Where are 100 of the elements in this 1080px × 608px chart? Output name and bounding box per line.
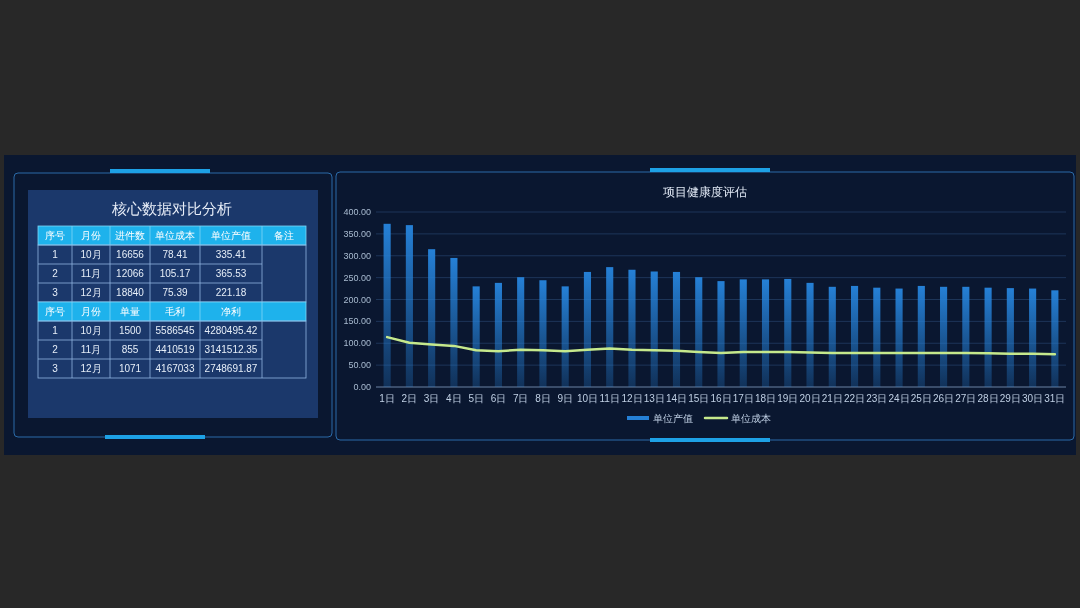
x-tick-label: 2日 (401, 393, 418, 404)
text: 11月 (80, 268, 102, 279)
category-label: 毛利 (165, 306, 185, 317)
bar (517, 277, 525, 387)
x-tick-label: 18日 (754, 393, 777, 404)
x-tick-label: 26日 (933, 393, 955, 404)
x-tick-label: 27日 (955, 393, 977, 404)
bar (828, 286, 836, 387)
x-tick-label: 6日 (490, 393, 507, 404)
bar (1006, 288, 1014, 387)
bar (494, 282, 502, 387)
text: 75.39 (162, 287, 188, 298)
x-tick-label: 4日 (446, 393, 462, 404)
text: 12月 (80, 363, 102, 374)
bar (717, 281, 725, 387)
bar (784, 278, 792, 387)
bar (383, 223, 391, 387)
x-tick-label: 17日 (732, 393, 754, 404)
text: 78.41 (162, 249, 188, 260)
text: 1071 (118, 363, 142, 374)
y-tick-label: 350.00 (343, 228, 371, 239)
bar (962, 286, 970, 387)
text: 1 (52, 325, 58, 336)
bar (806, 282, 814, 387)
x-tick-label: 8日 (535, 393, 551, 404)
bar (583, 271, 592, 387)
text: 2748691.87 (204, 363, 258, 374)
x-tick-label: 1日 (379, 393, 395, 404)
text: 2 (52, 268, 58, 279)
y-tick-label: 300.00 (343, 250, 371, 261)
x-tick-label: 21日 (821, 393, 843, 404)
bar (1051, 290, 1059, 387)
text: 10月 (80, 249, 102, 260)
bar (917, 285, 925, 387)
text: 11月 (80, 344, 102, 355)
bar (672, 271, 681, 387)
line-series (385, 335, 1057, 356)
y-tick-label: 50.00 (348, 360, 371, 371)
y-tick-label: 100.00 (343, 338, 371, 349)
category-label: 单位产值 (211, 230, 251, 241)
y-tick-label: 200.00 (343, 294, 371, 305)
bar (405, 225, 413, 387)
x-tick-label: 28日 (977, 393, 999, 404)
text: 1500 (118, 325, 142, 336)
bar (428, 249, 436, 387)
text: 221.18 (215, 287, 247, 298)
text: 1 (52, 249, 58, 260)
y-tick-label: 250.00 (343, 272, 371, 283)
x-tick-label: 13日 (643, 393, 665, 404)
category-label: 月份 (81, 306, 101, 317)
category-label: 单量 (120, 306, 140, 317)
x-tick-label: 24日 (888, 393, 910, 404)
bar (561, 286, 569, 387)
text: 335.41 (215, 249, 247, 260)
category-label: 月份 (81, 230, 101, 241)
text: 12月 (80, 287, 102, 298)
text: 4410519 (155, 344, 195, 355)
x-tick-label: 5日 (468, 393, 484, 404)
category-label: 单位成本 (155, 230, 195, 241)
x-tick-label: 11日 (599, 393, 620, 404)
x-tick-label: 9日 (557, 393, 573, 404)
text: 4280495.42 (204, 325, 258, 336)
text: 105.17 (159, 268, 191, 279)
text: 10月 (80, 325, 102, 336)
bar (1029, 288, 1037, 387)
bar (850, 285, 859, 387)
bar (895, 288, 903, 387)
text: 核心数据对比分析 (111, 200, 232, 217)
bar (873, 287, 881, 387)
bar (472, 286, 480, 387)
text: 4167033 (155, 363, 195, 374)
legend-label: 单位产值 (653, 412, 693, 424)
bar (739, 279, 747, 387)
bar (650, 271, 658, 387)
x-tick-label: 19日 (777, 393, 799, 404)
text: 365.53 (215, 268, 247, 279)
x-tick-label: 12日 (621, 393, 643, 404)
text: 5586545 (155, 325, 195, 336)
x-tick-label: 30日 (1022, 393, 1044, 404)
category-label: 序号 (45, 306, 65, 317)
x-tick-label: 7日 (512, 393, 529, 404)
text: 855 (121, 344, 139, 355)
x-tick-label: 22日 (843, 393, 866, 404)
legend-label: 单位成本 (731, 412, 771, 424)
x-tick-label: 29日 (999, 393, 1021, 404)
bar (695, 277, 703, 387)
y-tick-label: 150.00 (343, 316, 371, 327)
x-tick-label: 3日 (423, 393, 440, 404)
bar (450, 257, 458, 387)
x-tick-label: 25日 (910, 393, 932, 404)
x-tick-label: 20日 (799, 393, 821, 404)
x-tick-label: 15日 (688, 393, 710, 404)
bar (984, 287, 992, 387)
chart-title: 项目健康度评估 (663, 185, 747, 199)
x-tick-label: 10日 (576, 393, 599, 404)
bar (628, 269, 636, 387)
y-tick-label: 400.00 (343, 207, 371, 217)
y-tick-label: 0.00 (353, 382, 371, 392)
text: 3141512.35 (204, 344, 258, 355)
bar (539, 280, 547, 387)
